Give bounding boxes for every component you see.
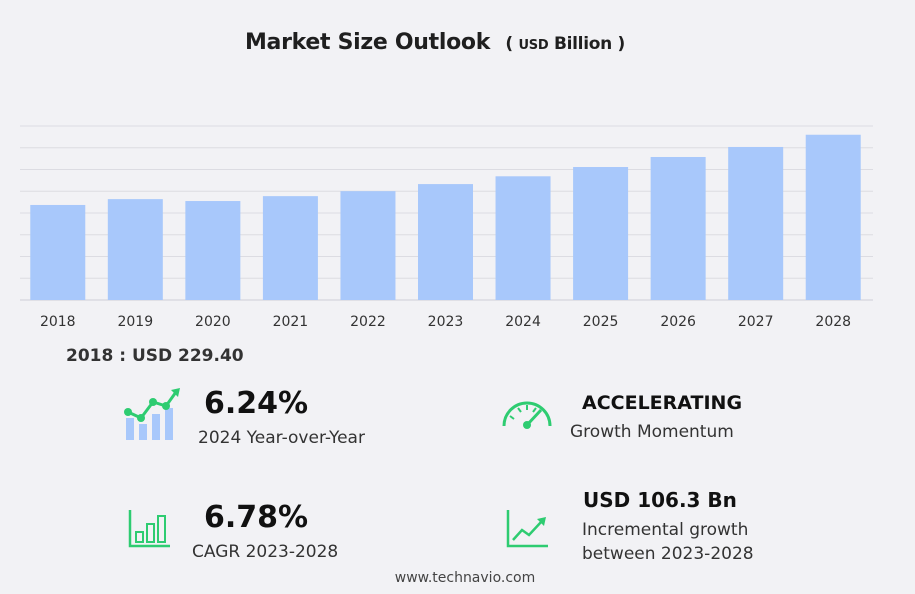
growth-chart-icon — [124, 388, 180, 440]
x-tick-label: 2018 — [40, 314, 76, 330]
bar-2020 — [185, 201, 241, 300]
x-tick-label: 2021 — [273, 314, 309, 330]
unit-open: ( — [505, 34, 513, 54]
incremental-label-1: Incremental growth — [582, 520, 749, 540]
yoy-value: 6.24% — [204, 386, 309, 421]
x-tick-label: 2028 — [815, 314, 851, 330]
x-tick-label: 2027 — [738, 314, 774, 330]
base-year-value: 2018 : USD 229.40 — [66, 346, 244, 366]
bar-2021 — [262, 196, 318, 300]
x-tick-label: 2022 — [350, 314, 386, 330]
bar-2025 — [573, 167, 629, 300]
x-tick-label: 2025 — [583, 314, 619, 330]
bar-2018 — [30, 204, 86, 300]
cagr-value: 6.78% — [204, 500, 309, 535]
chart-title-text: Market Size Outlook — [244, 30, 491, 55]
bar-2027 — [728, 146, 784, 300]
footer-url: www.technavio.com — [394, 570, 536, 586]
bar-chart-icon — [128, 510, 170, 548]
speedometer-icon — [502, 401, 552, 429]
trend-line-icon — [506, 510, 548, 548]
momentum-value: ACCELERATING — [582, 392, 743, 414]
bar-chart: 2018 2019 2020 2021 2022 2023 2024 2025 2026 2027… — [20, 125, 873, 330]
x-tick-label: 2023 — [428, 314, 464, 330]
chart-unit: ( USD Billion ) — [505, 34, 625, 54]
bar-2028 — [805, 134, 861, 300]
x-tick-label: 2024 — [505, 314, 541, 330]
incremental-label-2: between 2023-2028 — [582, 544, 754, 564]
incremental-value: USD 106.3 Bn — [583, 488, 737, 512]
x-tick-label: 2026 — [660, 314, 696, 330]
bar-2026 — [650, 156, 706, 300]
x-tick-label: 2020 — [195, 314, 231, 330]
yoy-label: 2024 Year-over-Year — [198, 428, 365, 448]
bar-2023 — [418, 184, 473, 300]
x-tick-label: 2019 — [117, 314, 153, 330]
bar-2022 — [340, 191, 396, 300]
unit-word: Billion — [553, 34, 612, 54]
unit-close: ) — [617, 34, 626, 54]
unit-currency: USD — [518, 38, 549, 53]
bar-2024 — [495, 176, 551, 300]
bar-2019 — [107, 199, 163, 300]
chart-title: Market Size Outlook ( USD Billion ) — [0, 30, 870, 55]
momentum-label: Growth Momentum — [570, 422, 734, 442]
cagr-label: CAGR 2023-2028 — [192, 542, 339, 562]
